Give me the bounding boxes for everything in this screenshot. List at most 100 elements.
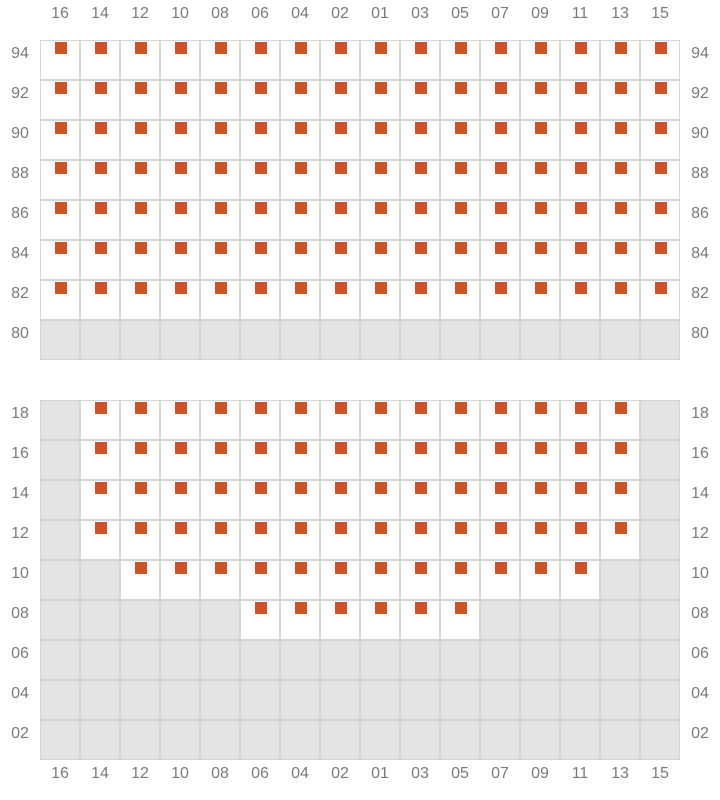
cell-marked[interactable]: [360, 600, 400, 640]
cell-marked[interactable]: [480, 200, 520, 240]
cell-marked[interactable]: [200, 80, 240, 120]
cell-marked[interactable]: [120, 160, 160, 200]
cell-marked[interactable]: [200, 160, 240, 200]
cell-marked[interactable]: [240, 600, 280, 640]
cell-marked[interactable]: [480, 480, 520, 520]
cell-marked[interactable]: [520, 40, 560, 80]
cell-marked[interactable]: [560, 520, 600, 560]
cell-marked[interactable]: [80, 440, 120, 480]
cell-marked[interactable]: [320, 600, 360, 640]
cell-marked[interactable]: [360, 480, 400, 520]
cell-marked[interactable]: [120, 280, 160, 320]
cell-marked[interactable]: [240, 200, 280, 240]
cell-marked[interactable]: [600, 440, 640, 480]
cell-marked[interactable]: [360, 200, 400, 240]
cell-marked[interactable]: [400, 200, 440, 240]
cell-marked[interactable]: [600, 120, 640, 160]
cell-marked[interactable]: [80, 160, 120, 200]
cell-marked[interactable]: [280, 120, 320, 160]
cell-marked[interactable]: [40, 120, 80, 160]
cell-marked[interactable]: [440, 160, 480, 200]
cell-marked[interactable]: [40, 240, 80, 280]
cell-marked[interactable]: [440, 80, 480, 120]
cell-marked[interactable]: [200, 40, 240, 80]
cell-marked[interactable]: [200, 440, 240, 480]
cell-marked[interactable]: [520, 280, 560, 320]
cell-marked[interactable]: [160, 400, 200, 440]
cell-marked[interactable]: [400, 600, 440, 640]
cell-marked[interactable]: [400, 40, 440, 80]
cell-marked[interactable]: [320, 400, 360, 440]
cell-marked[interactable]: [280, 200, 320, 240]
cell-marked[interactable]: [480, 160, 520, 200]
cell-marked[interactable]: [520, 80, 560, 120]
cell-marked[interactable]: [320, 280, 360, 320]
cell-marked[interactable]: [200, 120, 240, 160]
cell-marked[interactable]: [320, 520, 360, 560]
cell-marked[interactable]: [160, 560, 200, 600]
cell-marked[interactable]: [320, 80, 360, 120]
cell-marked[interactable]: [120, 120, 160, 160]
cell-marked[interactable]: [160, 120, 200, 160]
cell-marked[interactable]: [80, 480, 120, 520]
cell-marked[interactable]: [360, 560, 400, 600]
cell-marked[interactable]: [240, 160, 280, 200]
cell-marked[interactable]: [320, 160, 360, 200]
cell-marked[interactable]: [40, 280, 80, 320]
cell-marked[interactable]: [320, 440, 360, 480]
cell-marked[interactable]: [360, 280, 400, 320]
cell-marked[interactable]: [400, 160, 440, 200]
cell-marked[interactable]: [200, 240, 240, 280]
cell-marked[interactable]: [120, 520, 160, 560]
cell-marked[interactable]: [560, 280, 600, 320]
cell-marked[interactable]: [640, 280, 680, 320]
cell-marked[interactable]: [280, 280, 320, 320]
cell-marked[interactable]: [640, 40, 680, 80]
cell-marked[interactable]: [600, 520, 640, 560]
cell-marked[interactable]: [160, 160, 200, 200]
cell-marked[interactable]: [360, 80, 400, 120]
cell-marked[interactable]: [480, 280, 520, 320]
cell-marked[interactable]: [400, 80, 440, 120]
cell-marked[interactable]: [160, 520, 200, 560]
cell-marked[interactable]: [600, 40, 640, 80]
cell-marked[interactable]: [640, 240, 680, 280]
cell-marked[interactable]: [120, 80, 160, 120]
cell-marked[interactable]: [360, 40, 400, 80]
cell-marked[interactable]: [440, 600, 480, 640]
cell-marked[interactable]: [120, 240, 160, 280]
cell-marked[interactable]: [80, 80, 120, 120]
cell-marked[interactable]: [280, 480, 320, 520]
cell-marked[interactable]: [160, 80, 200, 120]
cell-marked[interactable]: [560, 480, 600, 520]
cell-marked[interactable]: [40, 160, 80, 200]
cell-marked[interactable]: [360, 160, 400, 200]
cell-marked[interactable]: [200, 400, 240, 440]
cell-marked[interactable]: [240, 240, 280, 280]
cell-marked[interactable]: [240, 560, 280, 600]
cell-marked[interactable]: [400, 400, 440, 440]
cell-marked[interactable]: [120, 560, 160, 600]
cell-marked[interactable]: [360, 400, 400, 440]
cell-marked[interactable]: [440, 520, 480, 560]
cell-marked[interactable]: [440, 200, 480, 240]
cell-marked[interactable]: [200, 560, 240, 600]
cell-marked[interactable]: [80, 200, 120, 240]
cell-marked[interactable]: [280, 560, 320, 600]
cell-marked[interactable]: [520, 160, 560, 200]
cell-marked[interactable]: [120, 400, 160, 440]
cell-marked[interactable]: [400, 440, 440, 480]
cell-marked[interactable]: [400, 280, 440, 320]
cell-marked[interactable]: [440, 400, 480, 440]
cell-marked[interactable]: [120, 40, 160, 80]
cell-marked[interactable]: [560, 200, 600, 240]
cell-marked[interactable]: [240, 400, 280, 440]
cell-marked[interactable]: [320, 40, 360, 80]
cell-marked[interactable]: [280, 80, 320, 120]
cell-marked[interactable]: [560, 80, 600, 120]
cell-marked[interactable]: [200, 200, 240, 240]
cell-marked[interactable]: [320, 560, 360, 600]
cell-marked[interactable]: [520, 560, 560, 600]
cell-marked[interactable]: [440, 560, 480, 600]
cell-marked[interactable]: [600, 200, 640, 240]
